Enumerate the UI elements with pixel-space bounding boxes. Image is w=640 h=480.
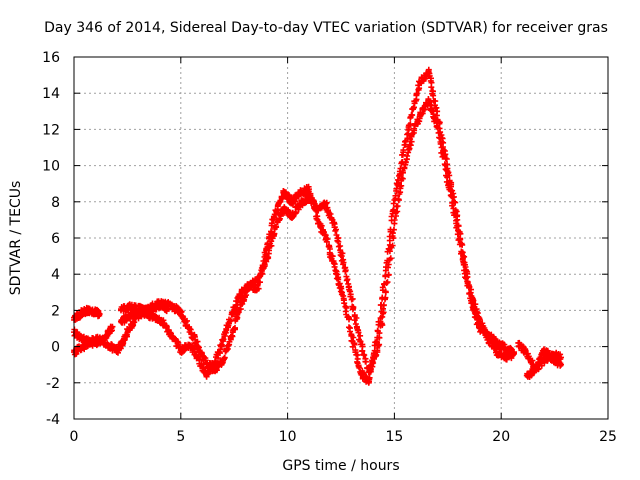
data-point-cluster: [524, 346, 564, 380]
x-tick-label: 25: [599, 429, 617, 445]
axis-ticks: [73, 56, 609, 420]
y-tick-label: 6: [51, 231, 60, 247]
y-tick-labels: -4 -2 0 2 4 6 8 10 12 14 16: [42, 50, 60, 428]
y-tick-label: 0: [51, 340, 60, 356]
data-point-cluster: [118, 96, 517, 376]
series-arc-8: [523, 346, 565, 380]
y-tick-label: 8: [51, 195, 60, 211]
x-tick-labels: 0 5 10 15 20 25: [70, 429, 617, 445]
y-tick-label: -2: [46, 376, 60, 392]
x-tick-label: 15: [385, 429, 403, 445]
data-marks: [71, 66, 565, 386]
y-tick-label: 12: [42, 122, 60, 138]
y-axis-label: SDTVAR / TECUs: [8, 181, 24, 296]
series-arc-6: [117, 66, 518, 386]
y-tick-label: 4: [51, 267, 60, 283]
data-point-cluster: [71, 304, 103, 323]
x-axis-label: GPS time / hours: [282, 458, 399, 474]
x-tick-label: 0: [70, 429, 79, 445]
data-point-cluster: [118, 66, 517, 385]
x-tick-label: 10: [279, 429, 297, 445]
x-tick-label: 5: [176, 429, 185, 445]
series-arc-1: [71, 304, 103, 323]
y-tick-label: 2: [51, 303, 60, 319]
y-tick-label: -4: [46, 412, 60, 428]
y-tick-label: 16: [42, 50, 60, 66]
y-tick-label: 10: [42, 159, 60, 175]
x-tick-label: 20: [492, 429, 510, 445]
y-tick-label: 14: [42, 86, 60, 102]
chart-title: Day 346 of 2014, Sidereal Day-to-day VTE…: [44, 20, 608, 36]
series-arc-5: [117, 96, 518, 376]
